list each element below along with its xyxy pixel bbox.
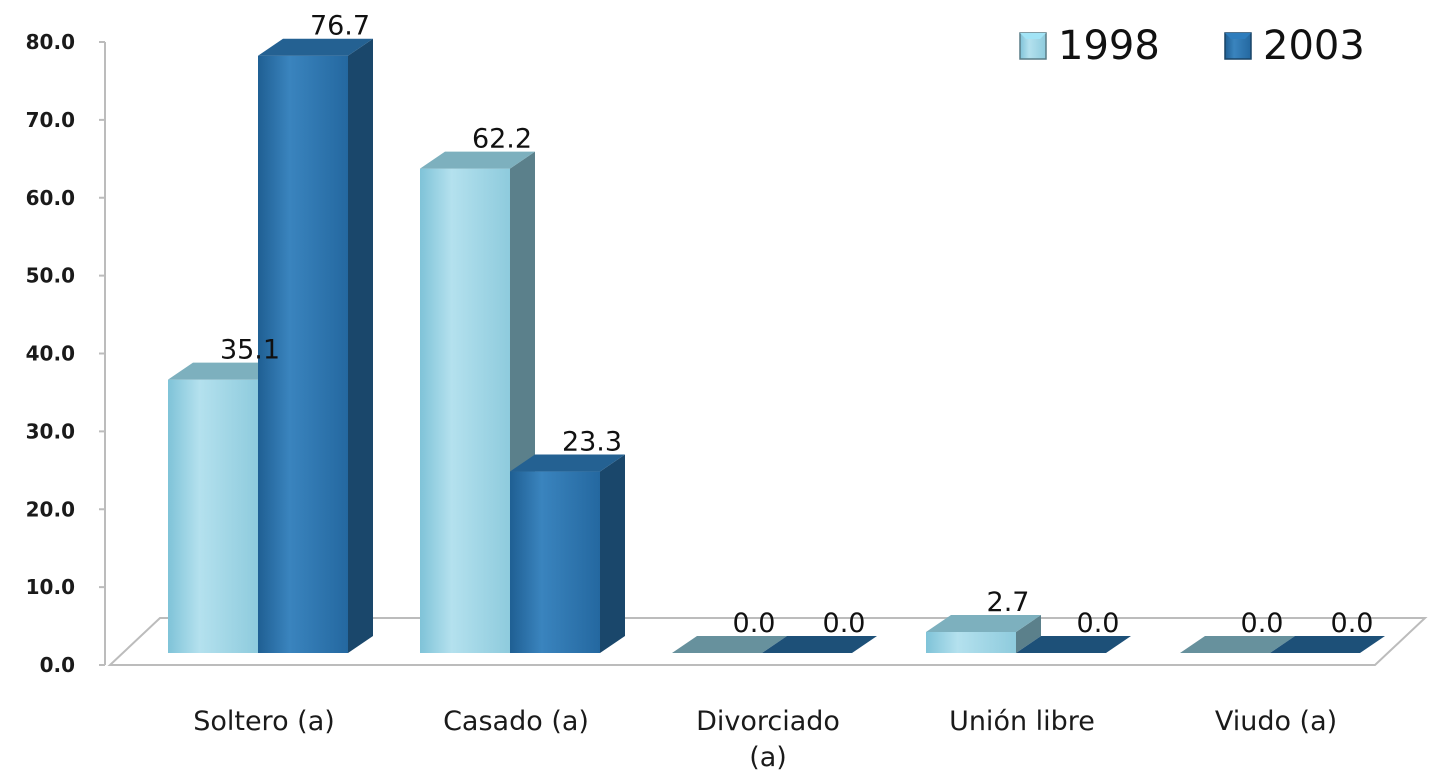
y-tick-label: 40.0 [26, 342, 75, 366]
legend-swatch-bevel [1225, 33, 1251, 39]
legend-item: 1998 [1019, 23, 1160, 69]
x-tick-label: Viudo (a) [1215, 706, 1337, 737]
y-tick-label: 50.0 [26, 264, 75, 288]
x-tick-label: Soltero (a) [193, 706, 335, 737]
bar [926, 614, 1041, 653]
bar [510, 454, 625, 653]
bars [168, 38, 1385, 654]
bar-top [762, 636, 877, 653]
bar-top [1016, 636, 1131, 653]
floor-plane [107, 617, 1428, 666]
x-tick-label: Unión libre [949, 706, 1095, 737]
bar-front [420, 168, 510, 653]
bar-top [1180, 636, 1295, 653]
y-tick-label: 30.0 [26, 419, 75, 443]
data-label: 76.7 [310, 11, 370, 42]
legend: 1998 2003 [1019, 23, 1365, 69]
legend-label: 2003 [1263, 23, 1365, 69]
bar-top [420, 151, 535, 169]
bar-front [168, 379, 258, 653]
bar-front [510, 471, 600, 653]
bar-front [926, 631, 1016, 653]
data-labels: 35.1 76.7 62.2 23.3 0.0 0.0 2.7 0.0 0.0 0.0 [220, 11, 1374, 639]
data-label: 0.0 [1331, 608, 1374, 639]
bar-side [600, 454, 625, 653]
data-label: 35.1 [220, 335, 280, 366]
y-tick-label: 60.0 [26, 186, 75, 210]
data-label: 62.2 [472, 124, 532, 155]
y-tick-label: 20.0 [26, 497, 75, 521]
data-label: 0.0 [1077, 608, 1120, 639]
bar-top [1270, 636, 1385, 653]
bar [1180, 636, 1295, 653]
legend-swatch-bevel [1020, 33, 1046, 39]
bar-side [1016, 614, 1041, 653]
y-tick-label: 0.0 [40, 653, 75, 677]
data-label: 23.3 [562, 427, 622, 458]
bar [672, 636, 787, 653]
bar-side [348, 38, 373, 654]
legend-label: 1998 [1058, 23, 1160, 69]
bar [1270, 636, 1385, 653]
data-label: 0.0 [733, 608, 776, 639]
data-label: 0.0 [1241, 608, 1284, 639]
chart-floor [107, 617, 1428, 666]
x-tick-label: Casado (a) [443, 706, 589, 737]
bar-top [510, 454, 625, 472]
legend-item: 2003 [1224, 23, 1365, 69]
x-tick-label: Divorciado [696, 706, 840, 737]
bar [258, 38, 373, 654]
bar-top [168, 362, 283, 380]
bar-top [258, 38, 373, 56]
y-tick-label: 10.0 [26, 575, 75, 599]
x-tick-label: (a) [749, 742, 787, 773]
y-tick-label: 80.0 [26, 30, 75, 54]
bar-top [926, 614, 1041, 632]
x-axis: Soltero (a) Casado (a) Divorciado (a) Unión … [193, 706, 1337, 773]
bar-front [258, 55, 348, 654]
y-tick-label: 70.0 [26, 108, 75, 132]
bar-top [672, 636, 787, 653]
bar [762, 636, 877, 653]
bar [1016, 636, 1131, 653]
data-label: 2.7 [987, 587, 1030, 618]
y-axis: 0.0 10.0 20.0 30.0 40.0 50.0 60.0 70.0 80.0 [26, 30, 106, 677]
data-label: 0.0 [823, 608, 866, 639]
